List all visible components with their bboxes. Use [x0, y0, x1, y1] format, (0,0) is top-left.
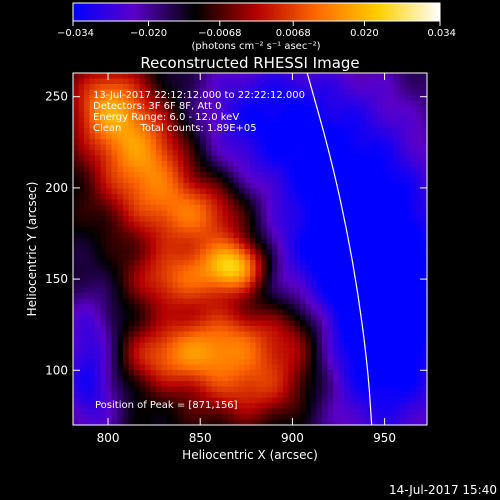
- annotation-peak-position: Position of Peak = [871,156]: [95, 400, 238, 411]
- x-axis-label: Heliocentric X (arcsec): [182, 448, 318, 462]
- x-tick-label: 800: [97, 431, 120, 445]
- plot-area: 800 850 900 950 100 150 200 250: [45, 72, 428, 445]
- annotation-time-range: 13-Jul-2017 22:12:12.000 to 22:22:12.000: [93, 90, 305, 101]
- heatmap-image: [73, 73, 427, 425]
- colorbar-unit-label: (photons cm⁻² s⁻¹ asec⁻²): [191, 41, 320, 52]
- y-tick-label: 100: [45, 363, 68, 377]
- colorbar-tick-label: 0.020: [350, 28, 379, 39]
- colorbar-bar: [72, 2, 441, 22]
- colorbar-tick-label: 0.034: [427, 28, 456, 39]
- colorbar: −0.034 −0.020 −0.0068 0.0068 0.020 0.034 (pho…: [57, 2, 456, 52]
- colorbar-tick-label: −0.020: [130, 28, 167, 39]
- colorbar-tick-label: −0.0068: [198, 28, 241, 39]
- solar-limb-curve: [306, 73, 373, 425]
- y-axis-label: Heliocentric Y (arcsec): [25, 182, 39, 317]
- x-tick-label: 900: [281, 431, 304, 445]
- y-tick-label: 250: [45, 90, 68, 104]
- colorbar-tick-label: 0.0068: [276, 28, 311, 39]
- annotations: 13-Jul-2017 22:12:12.000 to 22:22:12.000…: [93, 90, 305, 411]
- y-axis-ticks: 100 150 200 250: [45, 90, 427, 377]
- y-tick-label: 200: [45, 181, 68, 195]
- footer-timestamp: 14-Jul-2017 15:40: [389, 483, 497, 497]
- y-tick-label: 150: [45, 272, 68, 286]
- x-tick-label: 850: [189, 431, 212, 445]
- annotation-detectors: Detectors: 3F 6F 8F, Att 0: [93, 101, 221, 112]
- chart-title: Reconstructed RHESSI Image: [140, 54, 359, 72]
- x-axis-ticks: 800 850 900 950: [97, 73, 396, 445]
- colorbar-ticks: −0.034 −0.020 −0.0068 0.0068 0.020 0.034: [57, 21, 456, 39]
- plot-frame: [72, 72, 428, 426]
- annotation-total-counts: Clean Total counts: 1.89E+05: [93, 123, 257, 134]
- x-tick-label: 950: [373, 431, 396, 445]
- colorbar-tick-label: −0.034: [57, 28, 94, 39]
- annotation-energy-range: Energy Range: 6.0 - 12.0 keV: [93, 112, 239, 123]
